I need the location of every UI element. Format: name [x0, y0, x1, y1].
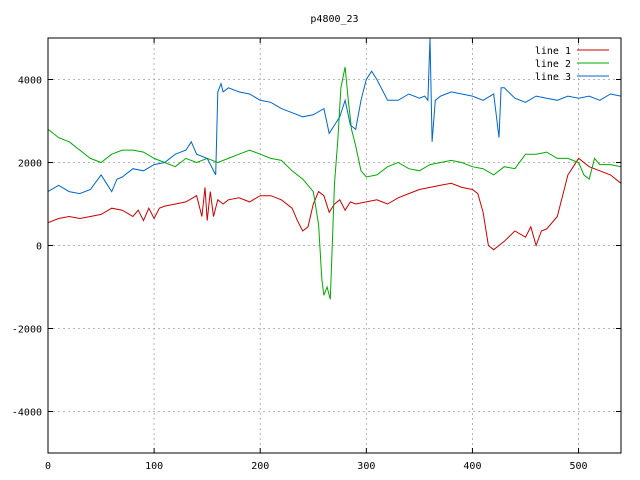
- grid-lines: [48, 38, 621, 453]
- series-line-1: [48, 157, 621, 251]
- axis-ticks: 0 100 200 300 400 500 -4000 -2000 0 2000 4000: [12, 38, 621, 472]
- x-tick-label: 200: [251, 461, 269, 472]
- legend-label: line 2: [535, 59, 571, 70]
- legend: line 1 line 2 line 3: [535, 46, 609, 83]
- x-tick-label: 400: [463, 461, 481, 472]
- chart-title: p4800_23: [310, 14, 358, 25]
- legend-label: line 3: [535, 72, 571, 83]
- y-tick-label: 4000: [18, 76, 42, 87]
- x-tick-label: 300: [357, 461, 375, 472]
- x-tick-label: 0: [45, 461, 51, 472]
- y-tick-label: 0: [36, 242, 42, 253]
- plot-frame: [47, 37, 622, 454]
- x-tick-label: 100: [145, 461, 163, 472]
- series-line-3: [48, 38, 621, 195]
- series-line-2: [48, 66, 621, 300]
- y-tick-label: -2000: [12, 325, 42, 336]
- series-lines: [48, 38, 621, 300]
- y-tick-label: -4000: [12, 408, 42, 419]
- x-tick-label: 500: [570, 461, 588, 472]
- legend-label: line 1: [535, 46, 571, 57]
- y-tick-label: 2000: [18, 159, 42, 170]
